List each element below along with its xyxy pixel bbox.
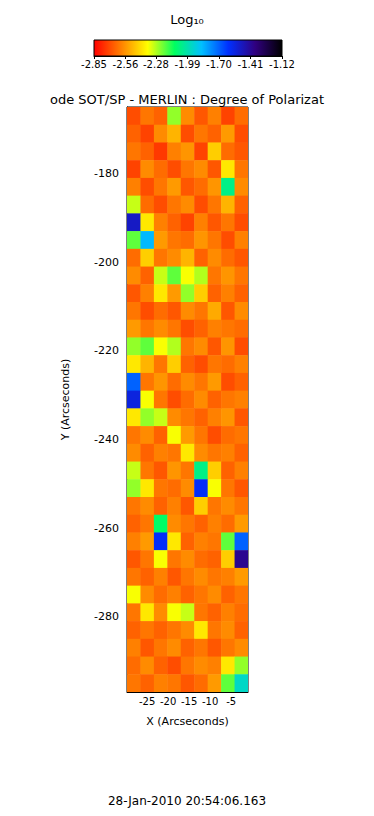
svg-text:-1.41: -1.41 — [238, 59, 264, 70]
svg-text:-25: -25 — [139, 696, 155, 707]
svg-text:-200: -200 — [94, 256, 119, 269]
svg-text:-2.85: -2.85 — [81, 59, 107, 70]
svg-text:-180: -180 — [94, 167, 119, 180]
svg-text:-1.12: -1.12 — [269, 59, 295, 70]
svg-text:-2.28: -2.28 — [143, 59, 169, 70]
svg-text:-220: -220 — [94, 344, 119, 357]
svg-text:-1.70: -1.70 — [206, 59, 232, 70]
svg-text:X (Arcseconds): X (Arcseconds) — [146, 715, 228, 728]
svg-text:-10: -10 — [202, 696, 218, 707]
svg-text:-15: -15 — [181, 696, 197, 707]
svg-text:-240: -240 — [94, 433, 119, 446]
svg-text:-280: -280 — [94, 610, 119, 623]
svg-text:-2.56: -2.56 — [113, 59, 139, 70]
svg-text:28-Jan-2010 20:54:06.163: 28-Jan-2010 20:54:06.163 — [108, 794, 266, 808]
svg-text:-5: -5 — [226, 696, 236, 707]
svg-text:Y (Arcseconds): Y (Arcseconds) — [59, 359, 72, 442]
svg-text:-1.99: -1.99 — [175, 59, 201, 70]
svg-text:-260: -260 — [94, 522, 119, 535]
svg-text:Log₁₀: Log₁₀ — [170, 12, 204, 27]
svg-text:-20: -20 — [160, 696, 176, 707]
svg-text:ode SOT/SP - MERLIN : Degree o: ode SOT/SP - MERLIN : Degree of Polariza… — [50, 92, 324, 107]
